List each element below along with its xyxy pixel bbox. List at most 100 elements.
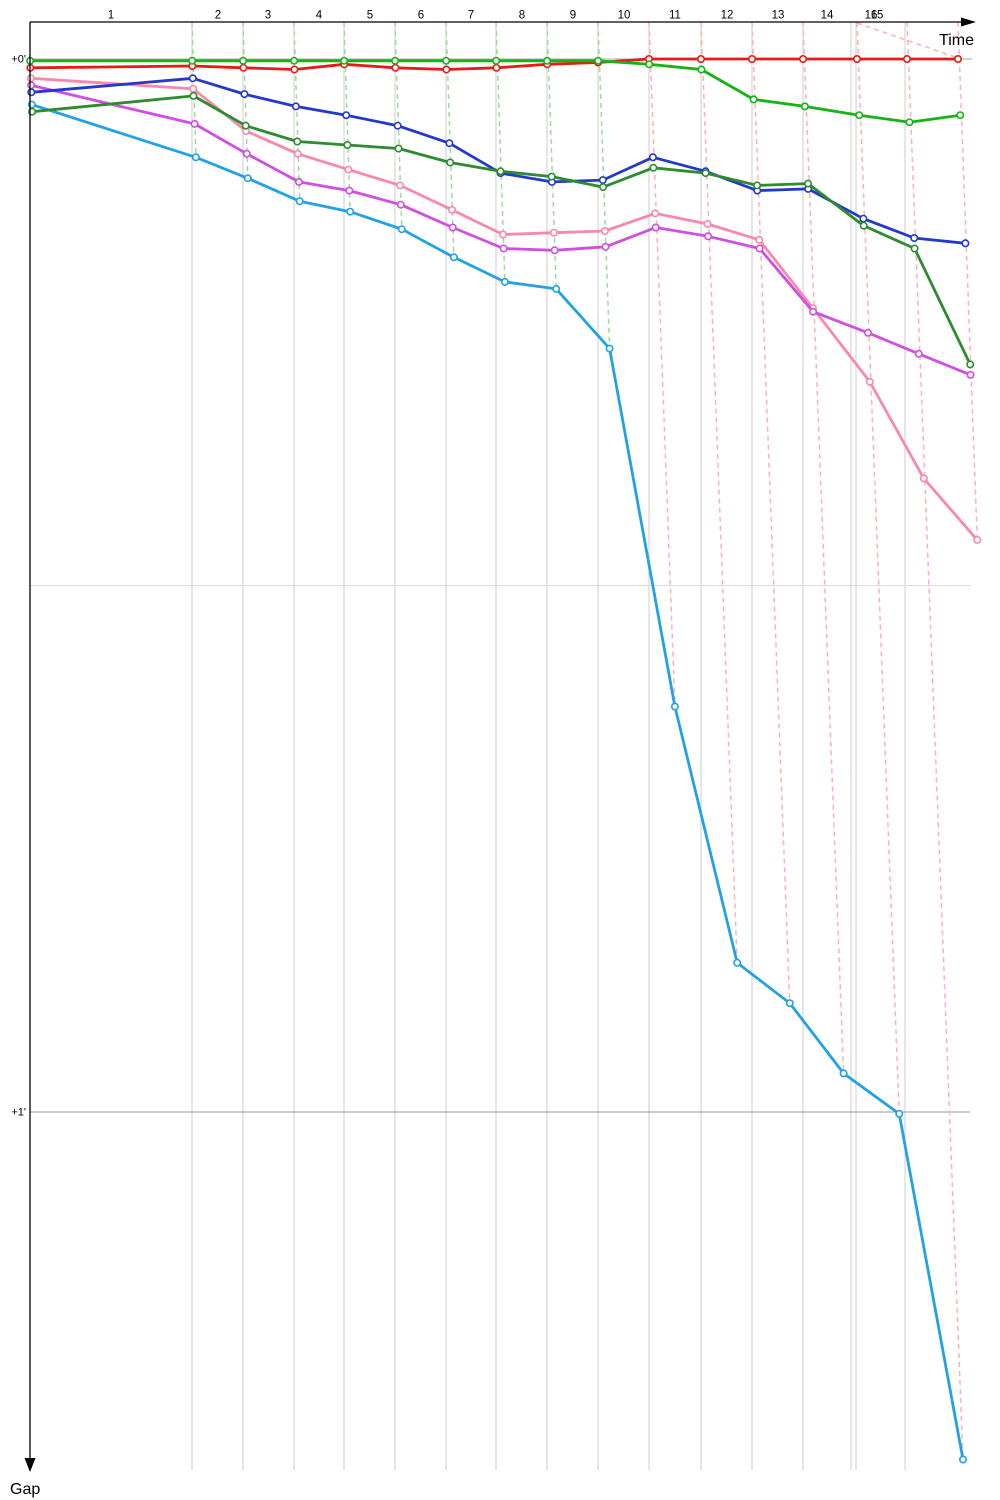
data-point-pink-lap11 — [703, 220, 712, 229]
data-point-green-lap11 — [697, 65, 706, 74]
time-axis-arrow-icon — [961, 17, 976, 27]
data-point-light-blue-lap3 — [295, 197, 304, 206]
y-tick-labels: +0' +1' — [11, 54, 26, 1119]
data-point-light-blue-lap7 — [500, 277, 509, 286]
data-point-magenta-lap15 — [914, 349, 923, 358]
x-tick-1: 1 — [108, 10, 114, 22]
data-point-dark-green-lap12 — [753, 181, 762, 190]
data-point-light-blue-lap9 — [605, 344, 614, 353]
data-point-red-lap12 — [747, 54, 756, 63]
x-tick-16: 16 — [865, 10, 878, 22]
x-axis-title: Time — [939, 32, 974, 49]
y-tick-+1': +1' — [11, 1107, 26, 1119]
lap-line-10 — [648, 21, 676, 707]
data-point-red-lap15 — [902, 54, 911, 63]
data-point-magenta-lap5 — [396, 200, 405, 209]
data-point-red-lap6 — [442, 65, 451, 74]
x-tick-8: 8 — [519, 10, 525, 22]
data-point-magenta-lap10 — [651, 223, 660, 232]
data-point-green-lap6 — [442, 56, 451, 65]
data-point-magenta-lap0 — [27, 81, 36, 90]
data-point-magenta-lap11 — [704, 232, 713, 241]
data-point-dark-green-lap7 — [496, 167, 505, 176]
data-point-blue-lap1 — [188, 74, 197, 83]
data-point-dark-green-lap8 — [547, 172, 556, 181]
data-point-magenta-lap4 — [345, 186, 354, 195]
data-point-light-blue-lap13 — [839, 1069, 848, 1078]
data-point-dark-green-lap5 — [394, 144, 403, 153]
data-point-blue-lap6 — [445, 139, 454, 148]
data-point-green-lap13 — [800, 102, 809, 111]
data-point-pink-lap15 — [919, 474, 928, 483]
data-point-light-blue-lap12 — [785, 999, 794, 1008]
data-point-red-lap7 — [492, 63, 501, 72]
series-magenta — [27, 81, 975, 379]
data-point-blue-lap9 — [598, 176, 607, 185]
data-point-red-lap14 — [852, 54, 861, 63]
data-point-green-lap10 — [645, 60, 654, 69]
data-point-red-lap5 — [391, 63, 400, 72]
data-point-dark-green-lap10 — [649, 163, 658, 172]
data-point-green-lap12 — [749, 95, 758, 104]
x-tick-13: 13 — [772, 10, 785, 22]
data-point-dark-green-lap6 — [446, 158, 455, 167]
data-point-blue-lap4 — [342, 111, 351, 120]
data-point-pink-lap10 — [651, 209, 660, 218]
data-point-pink-lap6 — [447, 205, 456, 214]
data-point-magenta-lap12 — [755, 244, 764, 253]
data-point-red-lap11 — [696, 54, 705, 63]
data-point-light-blue-lap6 — [449, 253, 458, 262]
data-point-light-blue-lap14 — [895, 1109, 904, 1118]
data-point-pink-lap14 — [865, 377, 874, 386]
data-point-blue-lap15 — [910, 234, 919, 243]
data-point-light-blue-lap11 — [733, 958, 742, 967]
data-point-pink-lap1 — [189, 84, 198, 93]
data-point-green-lap16 — [956, 111, 965, 120]
x-tick-10: 10 — [618, 10, 631, 22]
data-point-red-lap16 — [953, 54, 962, 63]
data-point-pink-lap12 — [755, 235, 764, 244]
data-point-blue-lap14 — [859, 214, 868, 223]
data-point-dark-green-lap3 — [293, 137, 302, 146]
series-line-light-blue — [30, 103, 965, 1461]
data-point-light-blue-lap4 — [346, 207, 355, 216]
data-point-pink-lap3 — [293, 149, 302, 158]
data-point-magenta-lap16 — [966, 370, 975, 379]
data-point-pink-lap4 — [344, 165, 353, 174]
data-point-dark-green-lap2 — [241, 121, 250, 130]
data-point-dark-green-lap14 — [859, 221, 868, 230]
x-tick-5: 5 — [367, 10, 373, 22]
data-point-pink-lap7 — [498, 230, 507, 239]
data-point-magenta-lap8 — [550, 246, 559, 255]
data-point-blue-lap3 — [291, 102, 300, 111]
x-tick-6: 6 — [418, 10, 424, 22]
data-point-magenta-lap14 — [863, 328, 872, 337]
data-point-dark-green-lap9 — [599, 183, 608, 192]
x-tick-4: 4 — [316, 10, 323, 22]
data-point-red-lap13 — [798, 54, 807, 63]
lap-line-3 — [293, 21, 301, 202]
data-point-red-lap2 — [239, 63, 248, 72]
y-axis-title: Gap — [10, 1481, 40, 1498]
data-point-light-blue-lap10 — [670, 702, 679, 711]
lap-line-7 — [495, 21, 506, 282]
data-point-pink-lap5 — [396, 181, 405, 190]
lap-lines-layer — [191, 21, 978, 1460]
series-green — [26, 56, 965, 127]
x-tick-3: 3 — [265, 10, 271, 22]
lap-line-16 — [957, 21, 978, 540]
data-point-light-blue-lap5 — [397, 225, 406, 234]
data-point-magenta-lap9 — [601, 242, 610, 251]
data-point-light-blue-lap2 — [243, 174, 252, 183]
series-layer — [26, 54, 982, 1464]
data-point-magenta-lap2 — [242, 149, 251, 158]
data-point-dark-green-lap16 — [966, 360, 975, 369]
x-tick-15: 15 — [871, 10, 884, 22]
data-point-pink-lap0 — [26, 74, 35, 83]
data-point-red-lap3 — [290, 65, 299, 74]
x-tick-9: 9 — [570, 10, 576, 22]
axes — [24, 17, 976, 1472]
data-point-dark-green-lap13 — [803, 179, 812, 188]
x-tick-11: 11 — [669, 10, 681, 22]
